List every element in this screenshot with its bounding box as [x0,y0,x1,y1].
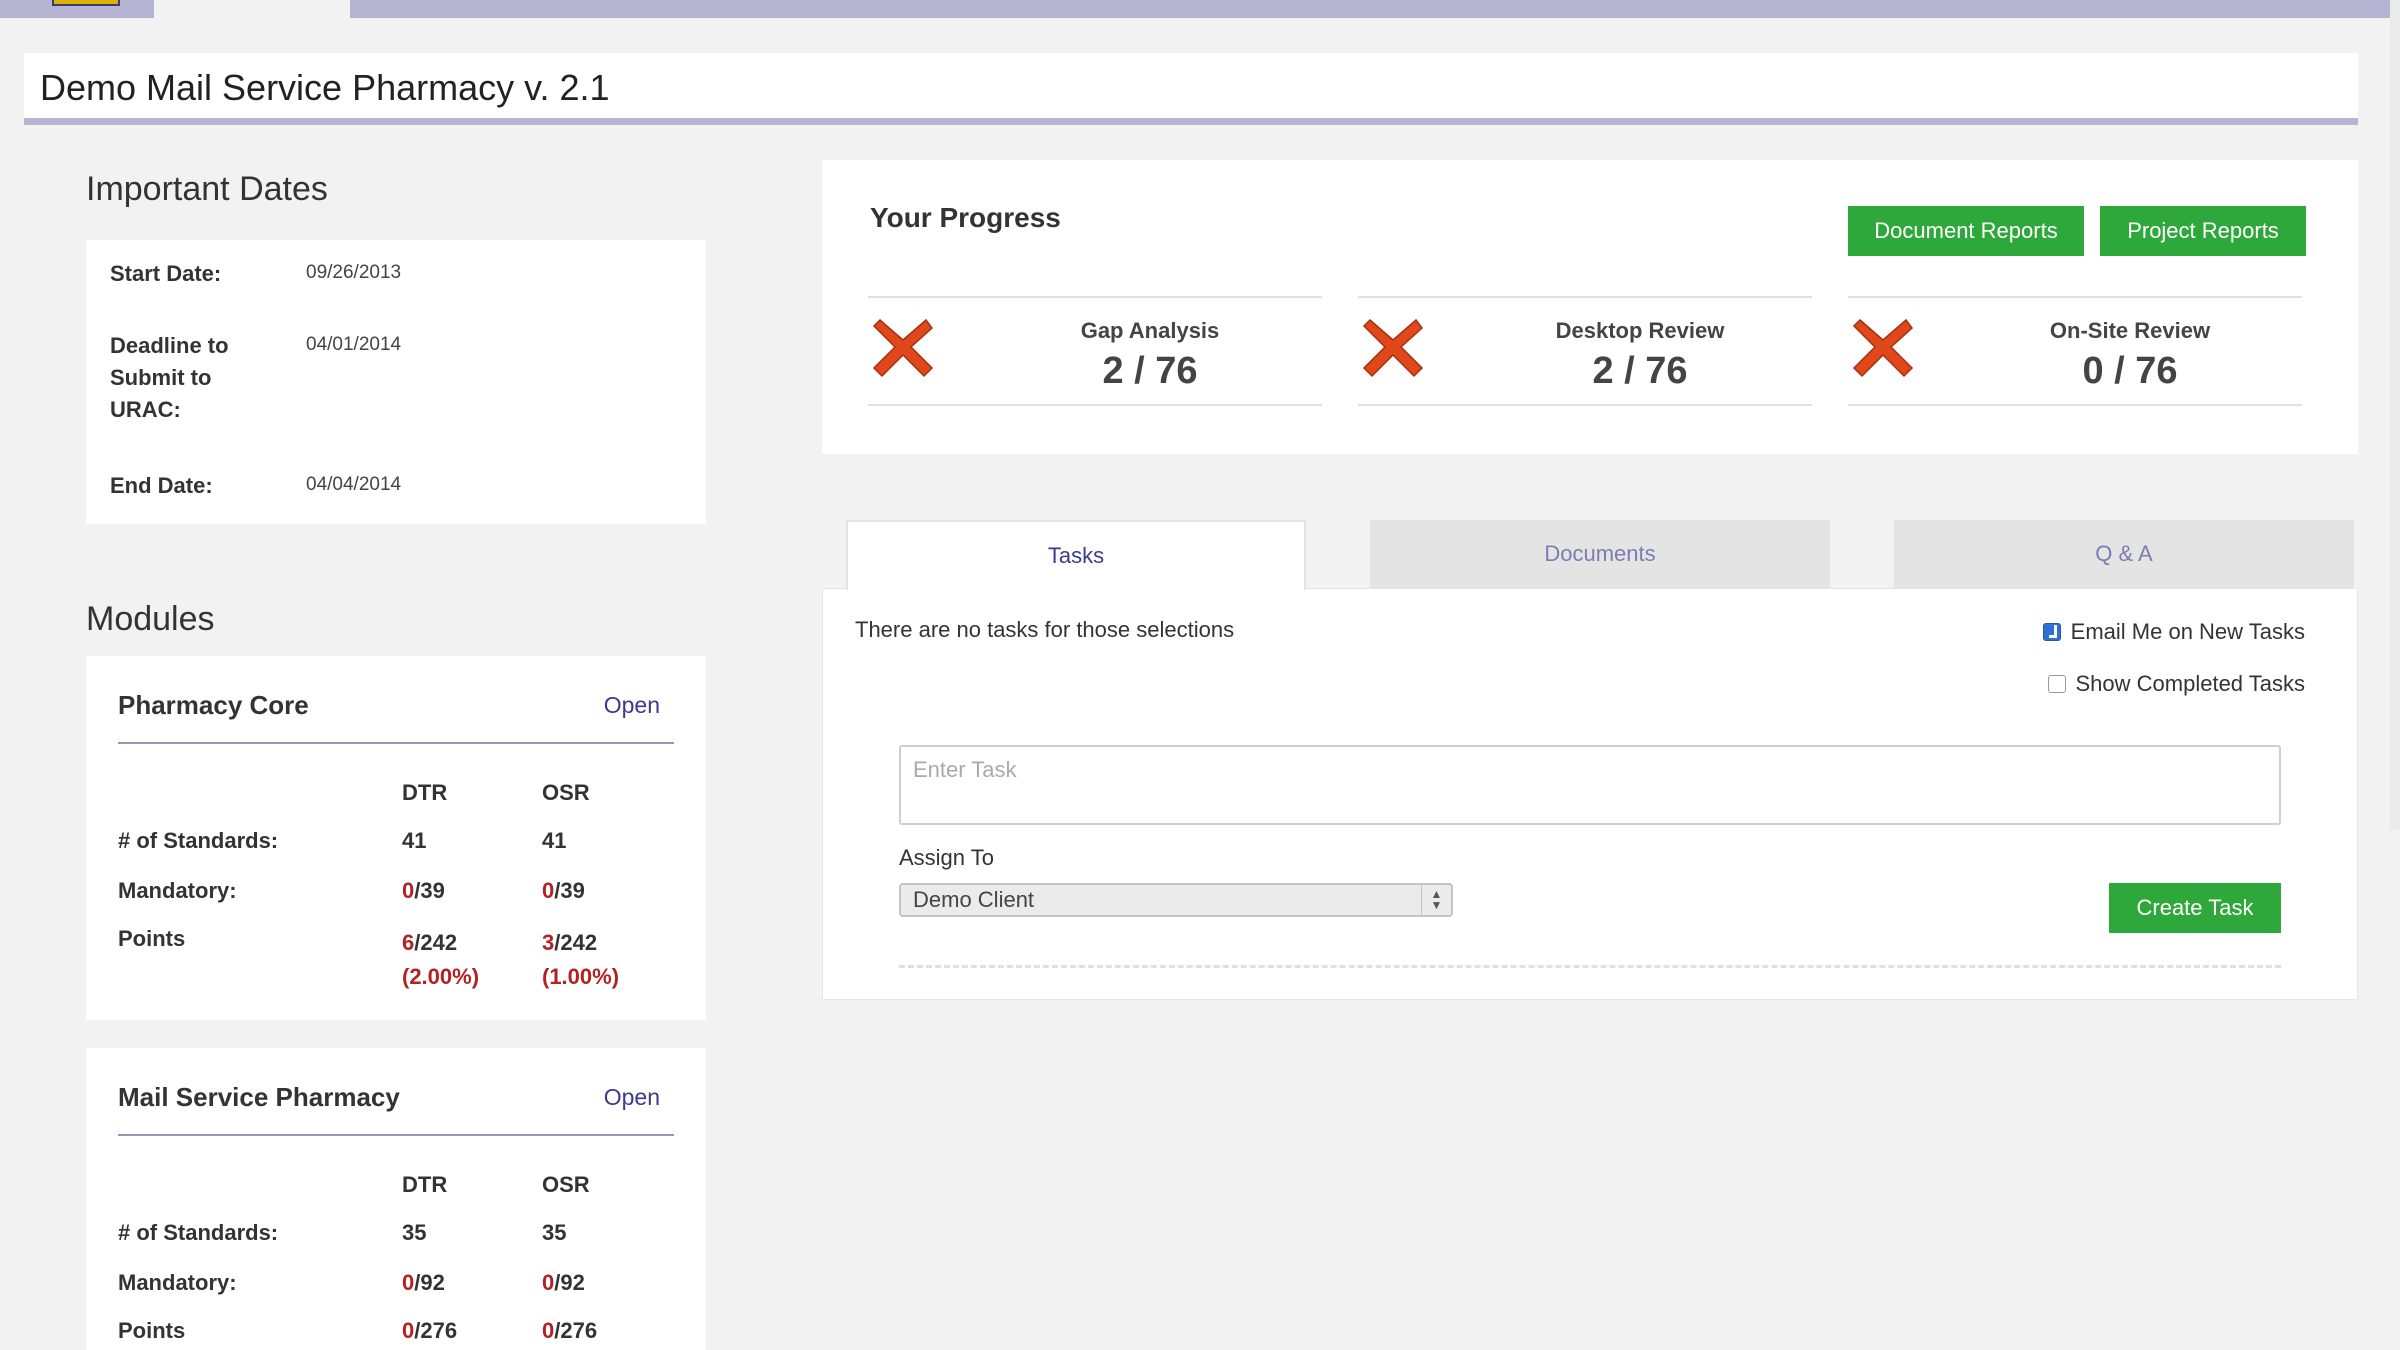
page-title-bar: Demo Mail Service Pharmacy v. 2.1 [24,53,2358,125]
col-header-osr: OSR [542,1172,590,1197]
module-title: Pharmacy Core [118,690,309,720]
show-completed-option[interactable]: Show Completed Tasks [2047,671,2306,697]
tasks-panel: There are no tasks for those selections … [822,588,2358,1000]
col-header-dtr: DTR [402,780,448,805]
points-dtr-total: /276 [414,1318,458,1343]
progress-title: Your Progress [870,202,1061,233]
deadline-value: 04/01/2014 [306,334,402,355]
end-date-value: 04/04/2014 [306,474,402,495]
assign-to-select[interactable]: Demo Client ▲ ▼ [899,883,1453,917]
points-label: Points [118,926,186,951]
empty-tasks-message: There are no tasks for those selections [855,617,1235,642]
mandatory-label: Mandatory: [118,878,237,903]
end-date-label: End Date: [110,473,213,498]
mandatory-osr-done: 0 [542,1270,555,1295]
points-osr-done: 3 [542,930,555,955]
app-logo[interactable] [52,0,120,6]
onsite-review-stat: On-Site Review 0 / 76 [1848,296,2302,406]
points-dtr: 6/242 (2.00%) [402,926,479,994]
module-open-link[interactable]: Open [603,1084,660,1110]
mandatory-osr: 0/39 [542,878,585,904]
points-dtr-done: 6 [402,930,415,955]
module-title: Mail Service Pharmacy [118,1082,400,1112]
important-dates-panel: Start Date: 09/26/2013 Deadline to Submi… [86,240,706,524]
standards-osr: 35 [542,1220,567,1245]
important-dates-heading: Important Dates [86,170,328,208]
col-header-osr: OSR [542,780,590,805]
points-dtr-done: 0 [402,1318,415,1343]
mandatory-dtr-total: /92 [414,1270,445,1295]
standards-osr: 41 [542,828,567,853]
x-mark-icon [872,318,934,378]
divider [118,742,674,744]
standards-dtr: 41 [402,828,427,853]
nav-tab-active[interactable] [154,0,350,18]
points-label: Points [118,1318,186,1343]
mandatory-osr-total: /39 [554,878,585,903]
standards-label: # of Standards: [118,828,279,853]
mandatory-dtr: 0/39 [402,878,445,904]
create-task-button[interactable]: Create Task [2109,883,2281,933]
mandatory-osr: 0/92 [542,1270,585,1296]
points-osr-pct: (1.00%) [542,964,620,989]
assign-to-value: Demo Client [913,887,1035,912]
desktop-review-stat: Desktop Review 2 / 76 [1358,296,1812,406]
mandatory-dtr-done: 0 [402,878,415,903]
points-osr: 0/276 [542,1318,597,1344]
module-open-link[interactable]: Open [603,692,660,718]
gap-analysis-stat: Gap Analysis 2 / 76 [868,296,1322,406]
select-arrows-icon: ▲ ▼ [1421,885,1451,915]
page-title: Demo Mail Service Pharmacy v. 2.1 [40,67,610,108]
email-me-option[interactable]: Email Me on New Tasks [2042,619,2305,645]
mandatory-dtr-total: /39 [414,878,445,903]
standards-dtr: 35 [402,1220,427,1245]
points-dtr: 0/276 [402,1318,457,1344]
points-osr-total: /242 [554,930,598,955]
x-mark-icon [1852,318,1914,378]
module-card: Mail Service Pharmacy Open DTR OSR # of … [86,1048,706,1350]
document-reports-button[interactable]: Document Reports [1848,206,2084,256]
points-osr-done: 0 [542,1318,555,1343]
email-me-checkbox[interactable] [2042,623,2061,641]
x-mark-icon [1362,318,1424,378]
start-date-value: 09/26/2013 [306,262,402,283]
show-completed-checkbox[interactable] [2047,675,2066,693]
col-header-dtr: DTR [402,1172,448,1197]
tab-tasks[interactable]: Tasks [846,520,1306,590]
progress-panel: Your Progress Document Reports Project R… [822,160,2358,454]
divider [118,1134,674,1136]
mandatory-osr-total: /92 [554,1270,585,1295]
page-scrollbar[interactable] [2390,0,2400,830]
stat-label: Gap Analysis [1080,318,1220,343]
tab-documents[interactable]: Documents [1370,520,1830,588]
points-osr-total: /276 [554,1318,598,1343]
deadline-label: Deadline to Submit to URAC: [110,333,229,422]
email-me-label: Email Me on New Tasks [2070,619,2305,644]
points-osr: 3/242 (1.00%) [542,926,619,994]
project-reports-button[interactable]: Project Reports [2100,206,2306,256]
stat-label: Desktop Review [1555,318,1725,343]
tab-qa[interactable]: Q & A [1894,520,2354,588]
stat-label: On-Site Review [2049,318,2211,343]
mandatory-dtr: 0/92 [402,1270,445,1296]
show-completed-label: Show Completed Tasks [2075,671,2306,696]
assign-to-label: Assign To [899,845,994,870]
enter-task-input[interactable] [899,745,2281,825]
mandatory-osr-done: 0 [542,878,555,903]
top-nav-bar [0,0,2400,18]
stat-value: 2 / 76 [1592,350,1688,392]
start-date-label: Start Date: [110,261,222,286]
modules-heading: Modules [86,600,215,638]
divider [899,965,2281,968]
stat-value: 0 / 76 [2082,350,2178,392]
points-dtr-total: /242 [414,930,458,955]
standards-label: # of Standards: [118,1220,279,1245]
stat-value: 2 / 76 [1102,350,1198,392]
module-card: Pharmacy Core Open DTR OSR # of Standard… [86,656,706,1020]
points-dtr-pct: (2.00%) [402,964,480,989]
mandatory-label: Mandatory: [118,1270,237,1295]
mandatory-dtr-done: 0 [402,1270,415,1295]
